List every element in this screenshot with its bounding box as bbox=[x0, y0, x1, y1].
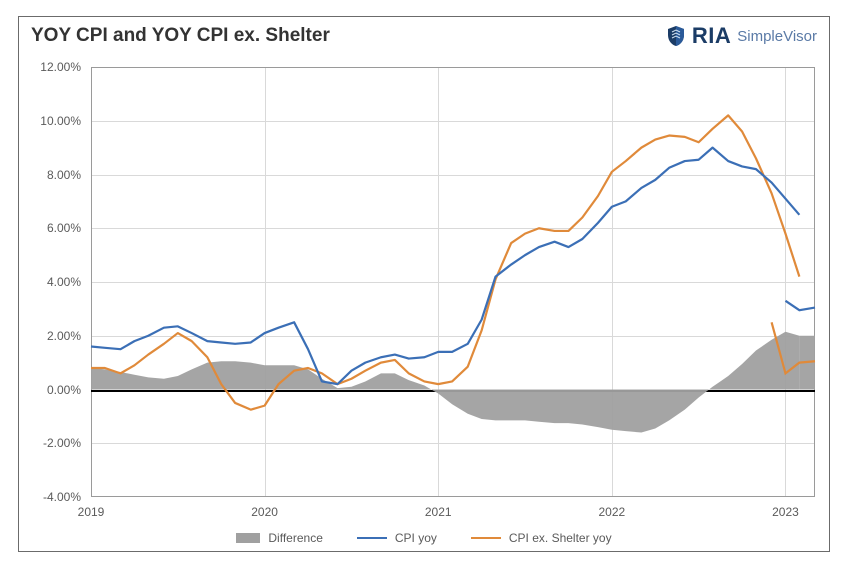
x-tick-label: 2023 bbox=[772, 505, 799, 519]
y-tick-label: -2.00% bbox=[19, 436, 81, 450]
legend-label: CPI ex. Shelter yoy bbox=[509, 531, 612, 545]
chart-frame: YOY CPI and YOY CPI ex. Shelter RIA Simp… bbox=[18, 16, 830, 552]
legend-swatch-line-cpi-ex bbox=[471, 537, 501, 539]
x-tick-label: 2019 bbox=[78, 505, 105, 519]
y-tick-label: 2.00% bbox=[19, 329, 81, 343]
legend-label: Difference bbox=[268, 531, 322, 545]
y-tick-label: 8.00% bbox=[19, 168, 81, 182]
y-tick-label: 4.00% bbox=[19, 275, 81, 289]
y-tick-label: 0.00% bbox=[19, 383, 81, 397]
y-tick-label: 10.00% bbox=[19, 114, 81, 128]
y-tick-label: -4.00% bbox=[19, 490, 81, 504]
brand-name: RIA bbox=[692, 23, 731, 49]
legend: Difference CPI yoy CPI ex. Shelter yoy bbox=[19, 531, 829, 545]
legend-label: CPI yoy bbox=[395, 531, 437, 545]
legend-swatch-line-cpi bbox=[357, 537, 387, 539]
x-tick-label: 2022 bbox=[599, 505, 626, 519]
plot-area: 20192020202120222023 bbox=[91, 67, 815, 497]
legend-swatch-area bbox=[236, 533, 260, 543]
chart-svg bbox=[91, 67, 815, 497]
brand-product: SimpleVisor bbox=[737, 28, 817, 45]
shield-icon bbox=[666, 25, 686, 47]
x-tick-label: 2021 bbox=[425, 505, 452, 519]
brand-block: RIA SimpleVisor bbox=[666, 23, 817, 49]
chart-title: YOY CPI and YOY CPI ex. Shelter bbox=[31, 25, 330, 47]
x-tick-label: 2020 bbox=[251, 505, 278, 519]
legend-item-cpi-ex-shelter: CPI ex. Shelter yoy bbox=[471, 531, 612, 545]
y-tick-label: 6.00% bbox=[19, 221, 81, 235]
legend-item-difference: Difference bbox=[236, 531, 322, 545]
series-cpi-line bbox=[91, 148, 799, 385]
legend-item-cpi: CPI yoy bbox=[357, 531, 437, 545]
series-cpi-line bbox=[785, 301, 815, 310]
y-tick-label: 12.00% bbox=[19, 60, 81, 74]
